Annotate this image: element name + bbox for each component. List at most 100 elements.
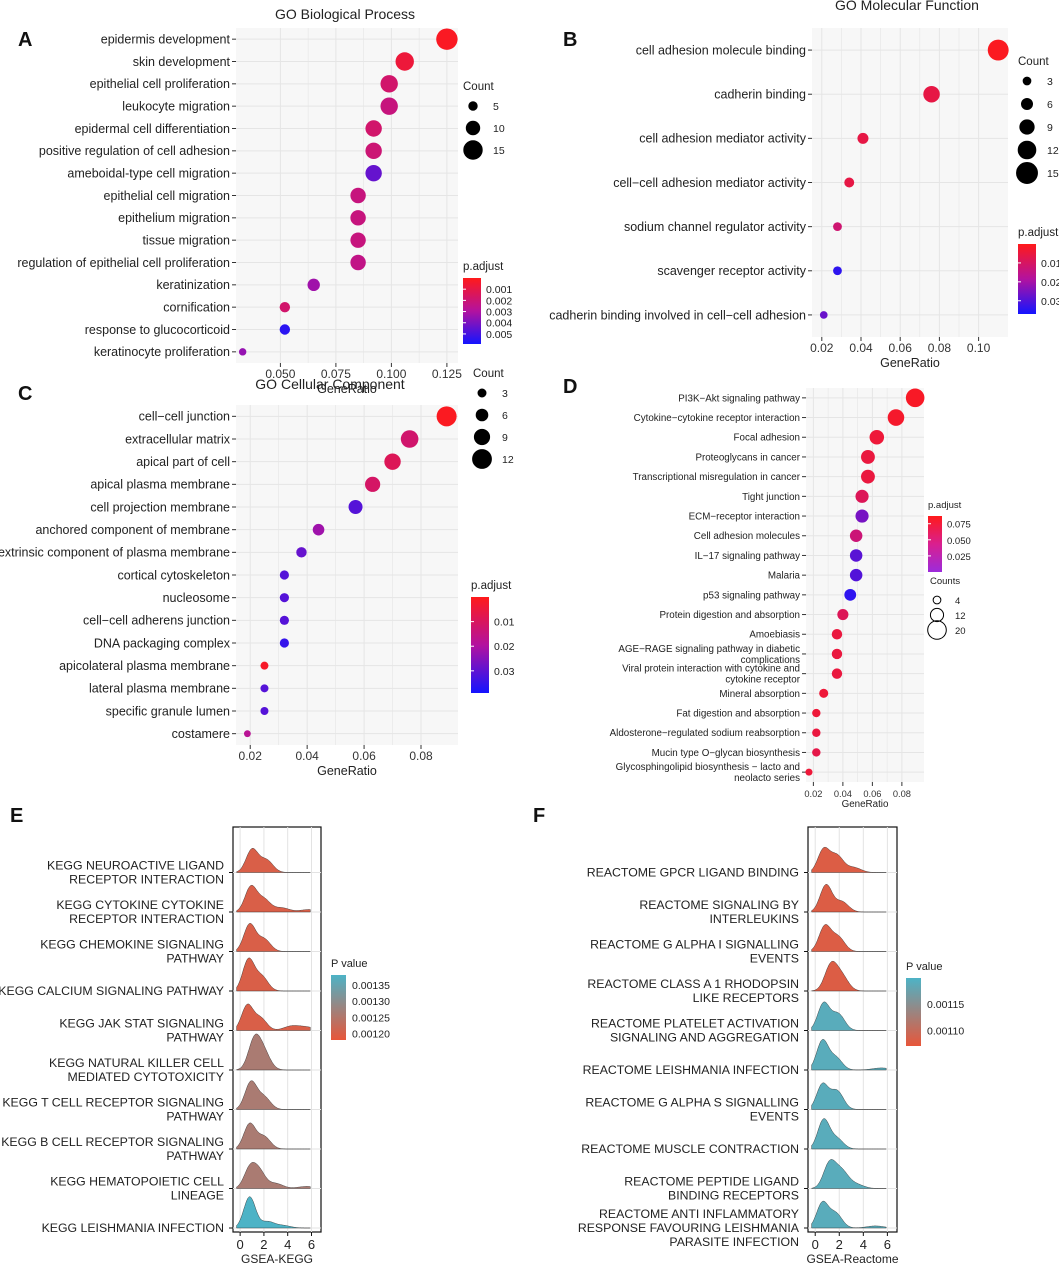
x-tick-label: 2: [836, 1237, 843, 1252]
term-label: tissue migration: [142, 234, 230, 248]
dot-point: [819, 688, 829, 698]
x-tick-label: 0.04: [295, 749, 319, 763]
ridge-area: [811, 924, 887, 952]
ridge-label: REACTOME GPCR LIGAND BINDING: [587, 866, 799, 880]
ridge-area: [236, 848, 311, 873]
x-tick-label: 0.02: [810, 341, 834, 355]
size-legend-dot: [465, 120, 481, 136]
term-label: AGE−RAGE signaling pathway in diabetic: [618, 644, 800, 655]
size-legend-label: 15: [1047, 168, 1059, 180]
term-label: extracellular matrix: [125, 432, 231, 446]
color-legend-label: 0.075: [947, 520, 971, 531]
size-legend-title: Count: [463, 81, 494, 93]
size-legend-dot: [473, 428, 491, 446]
term-label: sodium channel regulator activity: [624, 220, 807, 234]
x-tick-label: 6: [308, 1237, 315, 1252]
plot-area: [806, 388, 924, 782]
size-legend-label: 12: [502, 454, 514, 466]
term-label: complications: [741, 655, 800, 666]
color-legend-bar: [906, 978, 921, 1046]
panel-letter: B: [563, 29, 577, 51]
ridge-area: [236, 1162, 311, 1189]
dot-point: [365, 142, 382, 160]
ridge-label: REACTOME PLATELET ACTIVATION: [591, 1017, 799, 1031]
dot-point: [279, 570, 289, 580]
term-label: cell−cell junction: [139, 410, 230, 424]
size-legend-label: 5: [493, 101, 499, 113]
term-label: positive regulation of cell adhesion: [39, 144, 230, 158]
color-legend-label: 0.00135: [352, 980, 390, 992]
ridge-label: KEGG CALCIUM SIGNALING PATHWAY: [0, 984, 224, 998]
panel-letter: C: [18, 383, 32, 405]
panel-b: B GO Molecular Function 0.02 0.04 0.06 0.08 0.…: [549, 0, 1059, 370]
color-legend-title: p.adjust: [1018, 227, 1059, 239]
ridge-area: [236, 957, 311, 992]
ridge-label: REACTOME ANTI INFLAMMATORY: [599, 1207, 799, 1221]
dot-point: [365, 476, 381, 492]
ridge-label: KEGG HEMATOPOIETIC CELL: [50, 1175, 224, 1189]
ridge-label: PATHWAY: [166, 1031, 224, 1045]
size-legend-label: 15: [493, 145, 505, 157]
term-label: Cell adhesion molecules: [694, 531, 800, 542]
x-tick-label: 0.08: [409, 749, 433, 763]
term-label: regulation of epithelial cell proliferat…: [17, 256, 230, 270]
dot-point: [260, 661, 269, 670]
term-label: response to glucocorticoid: [85, 323, 230, 337]
ridge-area: [236, 1196, 311, 1229]
ridge-label: INTERLEUKINS: [709, 912, 799, 926]
color-legend-bar: [1018, 244, 1036, 314]
dot-point: [861, 450, 875, 464]
ridge-label: REACTOME PEPTIDE LIGAND: [624, 1175, 799, 1189]
dot-point: [887, 409, 905, 426]
color-legend-label: 0.01: [1041, 258, 1059, 270]
color-legend-title: p.adjust: [928, 500, 962, 511]
term-label: lateral plasma membrane: [89, 682, 230, 696]
size-legend-label: 3: [1047, 76, 1053, 88]
color-legend-label: 0.03: [494, 666, 515, 678]
ridge-label: REACTOME LEISHMANIA INFECTION: [583, 1063, 799, 1077]
dot-point: [844, 177, 855, 188]
ridge-label: PARASITE INFECTION: [669, 1235, 799, 1249]
color-legend-label: 0.003: [486, 307, 512, 319]
ridge-label: KEGG NEUROACTIVE LIGAND: [47, 859, 224, 873]
term-label: cell projection membrane: [90, 500, 230, 514]
dot-point: [260, 707, 269, 715]
dot-point: [812, 728, 821, 737]
term-label: ameboidal-type cell migration: [67, 167, 230, 181]
size-legend-dot: [472, 449, 492, 469]
term-label: cornification: [163, 301, 230, 315]
size-legend-dot: [1021, 98, 1033, 110]
chart-title: GO Cellular Component: [255, 376, 405, 392]
x-axis-label: GeneRatio: [317, 382, 377, 396]
ridge-area: [236, 1080, 311, 1110]
ridge-area: [811, 884, 887, 913]
term-label: epithelium migration: [118, 211, 230, 225]
dot-point: [812, 748, 821, 757]
term-label: Fat digestion and absorption: [676, 708, 800, 719]
dot-point: [857, 132, 869, 144]
dot-point: [384, 453, 401, 470]
ridge-area: [236, 1033, 311, 1071]
color-legend-bar: [471, 597, 489, 693]
ridge-area: [236, 1003, 311, 1031]
dot-point: [380, 97, 398, 115]
dot-point: [348, 500, 363, 514]
ridge-label: RESPONSE FAVOURING LEISHMANIA: [578, 1221, 800, 1235]
term-label: cytokine receptor: [725, 674, 800, 685]
dot-point: [279, 615, 289, 625]
term-label: Tight junction: [742, 492, 800, 503]
x-axis-label: GSEA-KEGG: [241, 1252, 313, 1265]
color-legend-label: 0.01: [494, 617, 515, 629]
term-label: epidermal cell differentiation: [75, 122, 230, 136]
ridge-area: [236, 923, 311, 952]
panel-d: D 0.02 0.04 0.06 0.08 GeneRatio PI3K−Akt signa…: [563, 376, 971, 810]
dot-point: [243, 730, 251, 738]
x-tick-label: 0.06: [352, 749, 376, 763]
ridge-label: PATHWAY: [166, 952, 224, 966]
size-legend-dot: [929, 607, 945, 623]
dot-point: [869, 429, 885, 445]
dot-point: [395, 52, 414, 71]
ridge-area: [811, 847, 887, 873]
color-legend-label: 0.00120: [352, 1029, 390, 1041]
